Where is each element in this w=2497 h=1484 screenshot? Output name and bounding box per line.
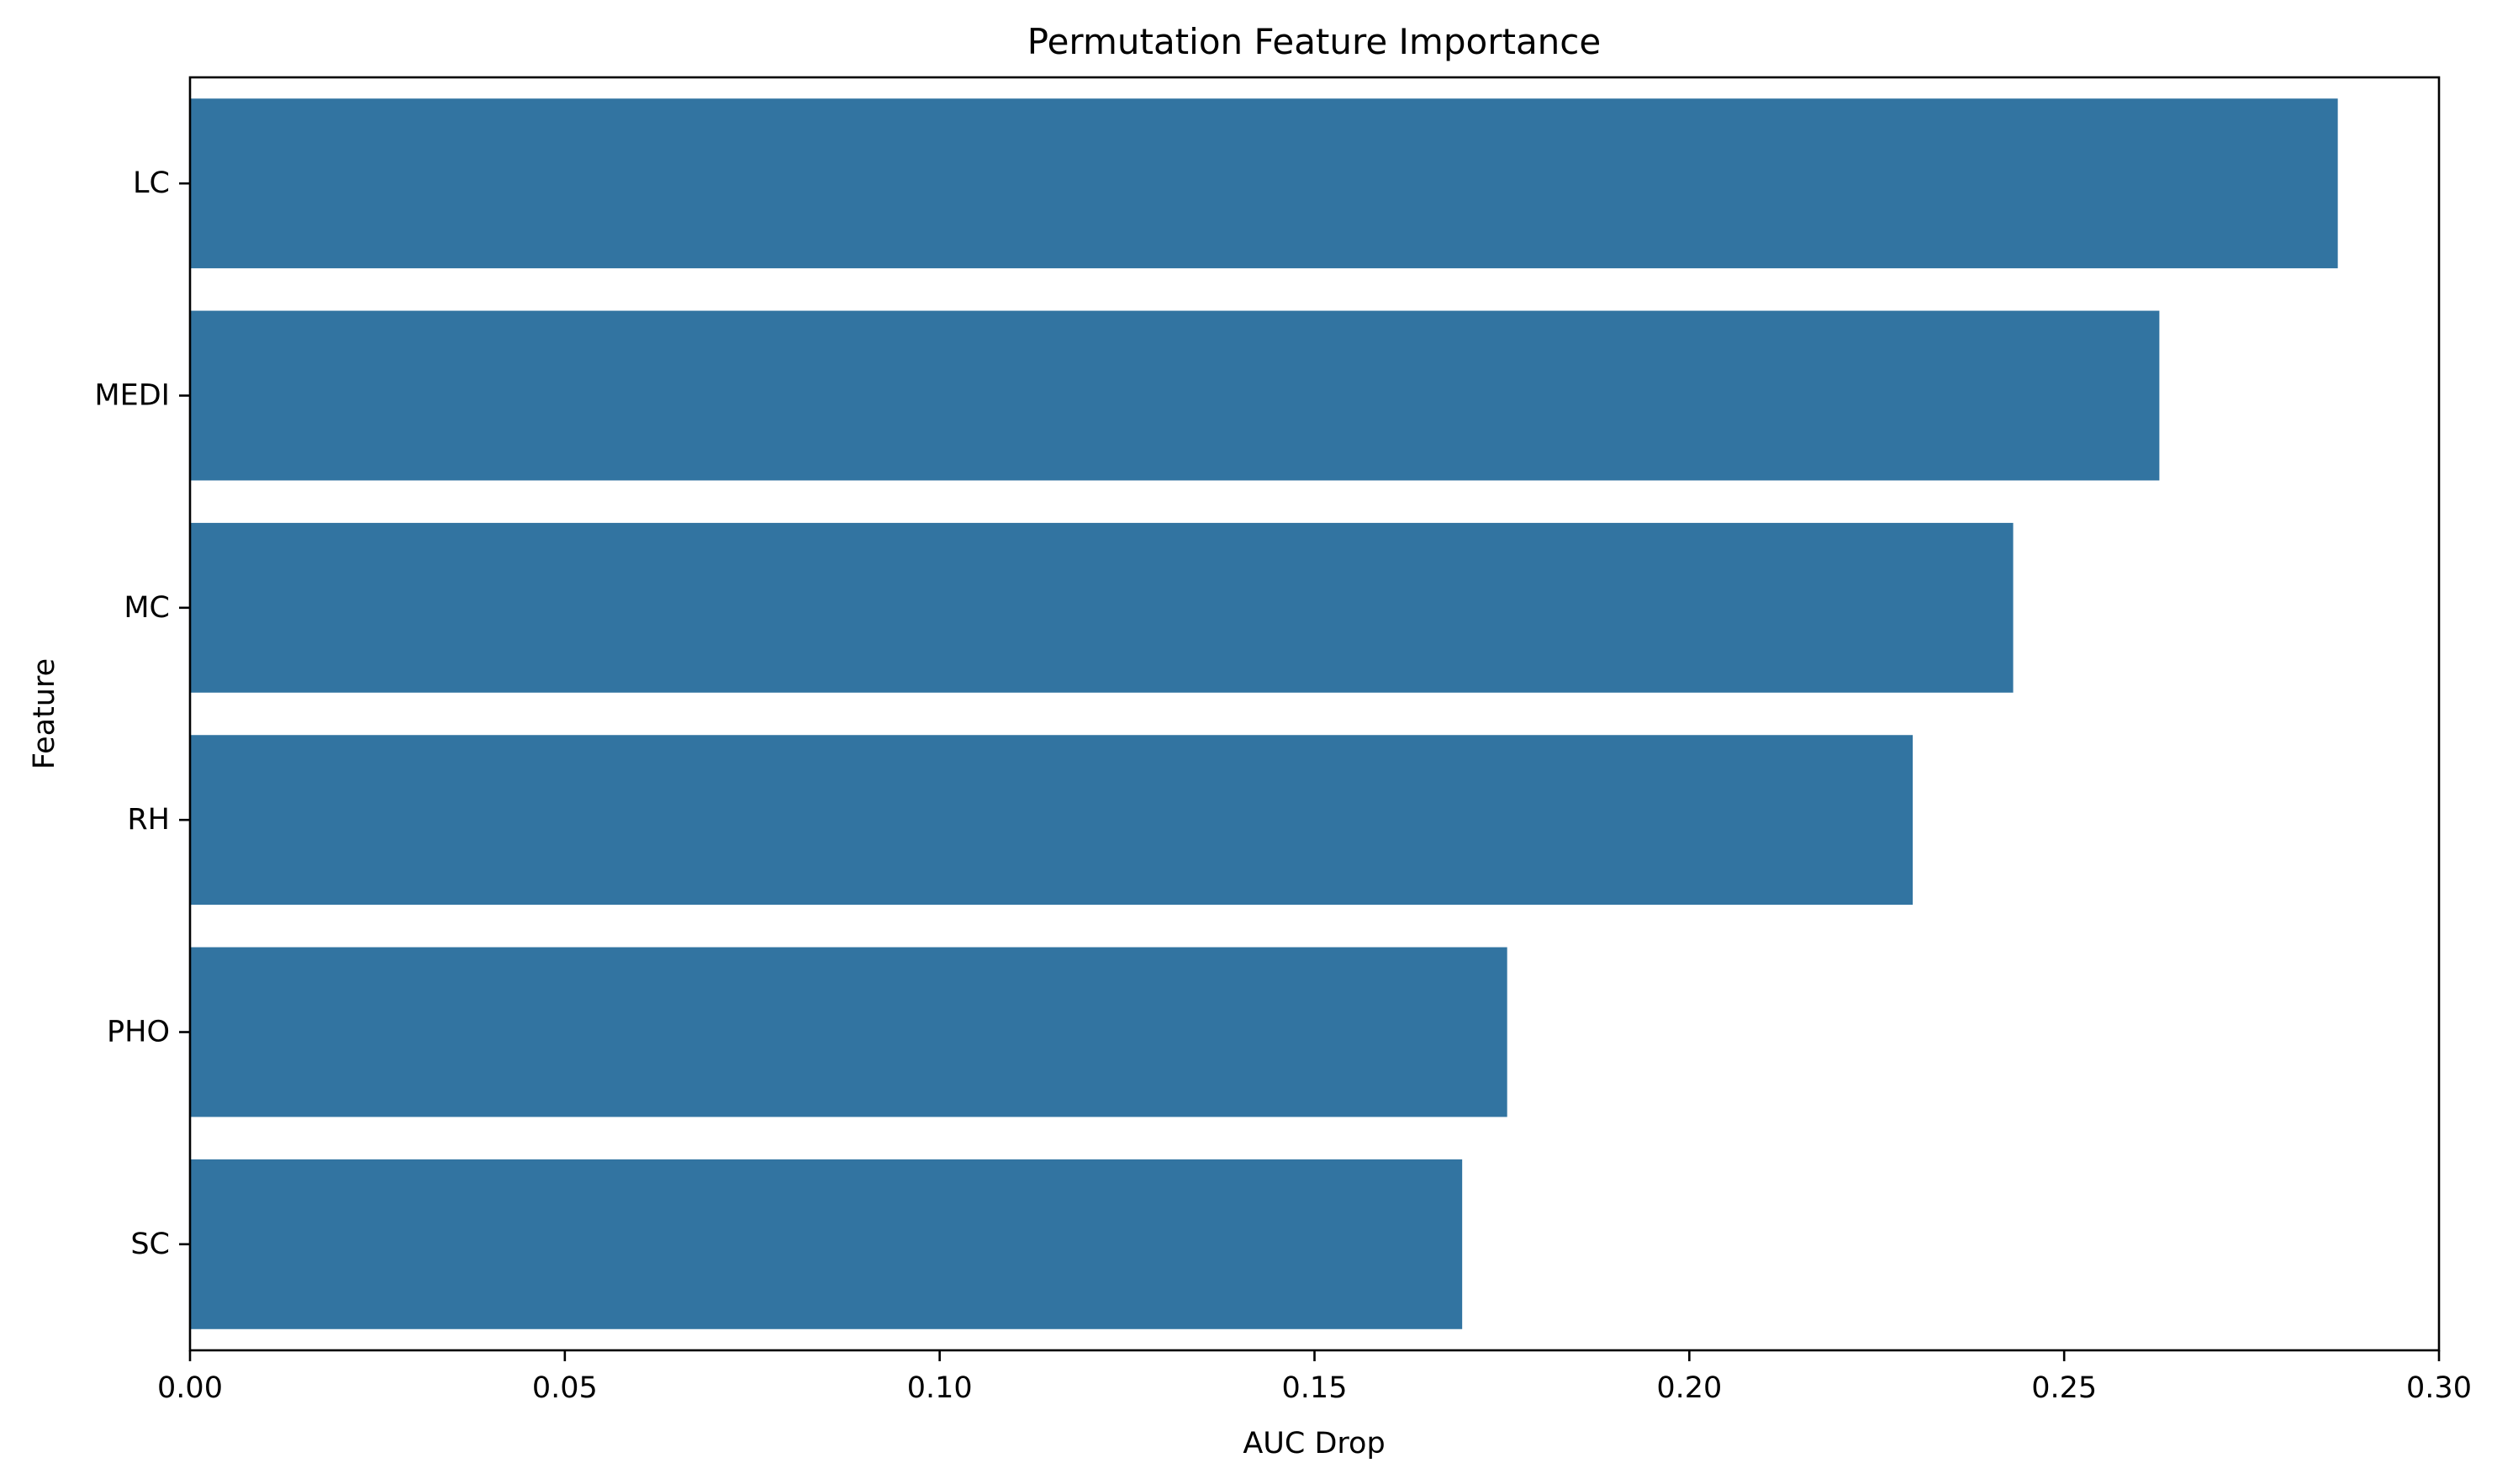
y-tick-label: MEDI — [94, 379, 170, 413]
x-axis-label: AUC Drop — [1243, 1427, 1385, 1460]
plot-frame — [188, 76, 2441, 1352]
x-tick-label: 0.15 — [1282, 1371, 1348, 1405]
y-tick-label: RH — [127, 803, 170, 837]
bars-group — [190, 98, 2338, 1329]
x-tick-label: 0.25 — [2031, 1371, 2097, 1405]
bar-pho — [190, 947, 1507, 1117]
y-axis-label: Feature — [28, 658, 61, 769]
bar-mc — [190, 522, 2014, 693]
x-axis-ticks: 0.00 0.05 0.10 0.15 0.20 0.25 0.30 — [157, 1350, 2472, 1405]
x-tick-label: 0.20 — [1656, 1371, 1722, 1405]
y-axis-ticks: LC MEDI MC RH PHO SC — [94, 166, 190, 1261]
bar-sc — [190, 1159, 1463, 1329]
y-tick-label: PHO — [107, 1016, 170, 1049]
y-tick-label: LC — [133, 166, 170, 200]
bar-rh — [190, 735, 1914, 906]
chart-title: Permutation Feature Importance — [1027, 21, 1601, 62]
y-tick-label: MC — [124, 591, 170, 625]
x-tick-label: 0.00 — [157, 1371, 223, 1405]
x-tick-label: 0.30 — [2406, 1371, 2472, 1405]
x-tick-label: 0.10 — [907, 1371, 973, 1405]
bar-lc — [190, 98, 2338, 269]
x-tick-label: 0.05 — [532, 1371, 598, 1405]
y-tick-label: SC — [130, 1228, 170, 1261]
bar-medi — [190, 310, 2160, 481]
